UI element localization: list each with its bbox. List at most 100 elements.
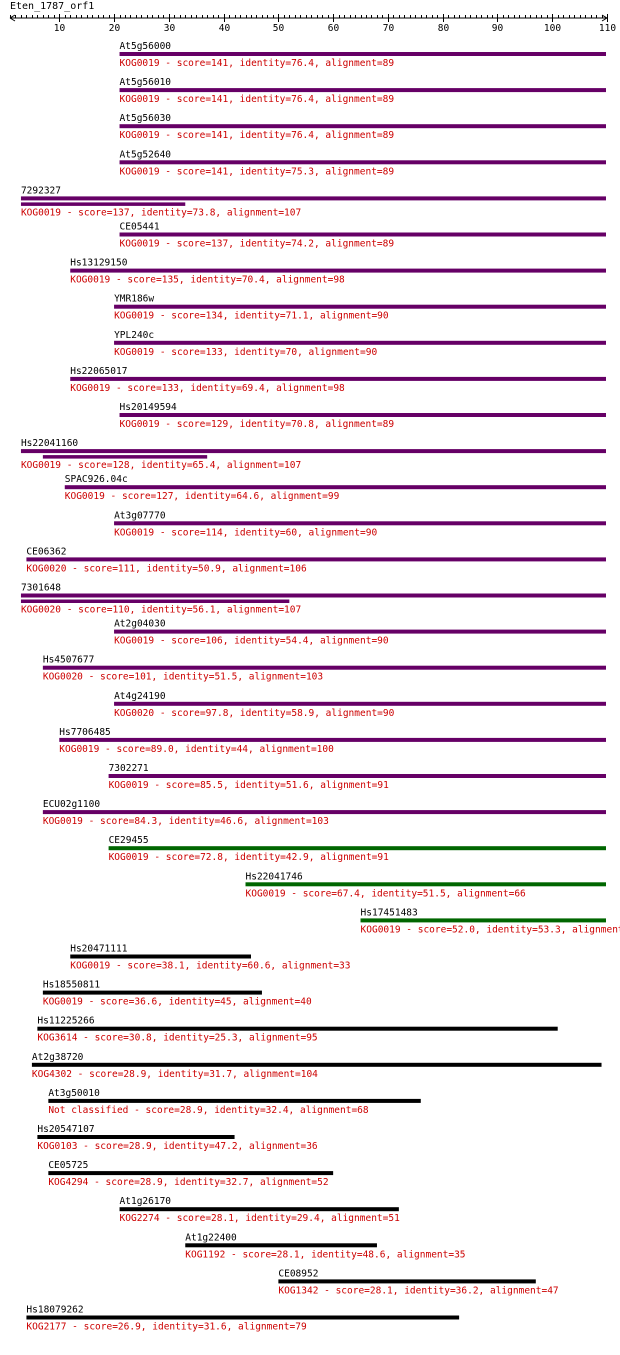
hit-bar bbox=[185, 1243, 377, 1248]
hit-annotation: KOG2274 - score=28.1, identity=29.4, ali… bbox=[120, 1213, 401, 1224]
hit-bar bbox=[108, 846, 606, 851]
hit-track: CE06362 KOG0020 - score=111, identity=50.… bbox=[26, 546, 606, 574]
axis-tick-label: 10 bbox=[54, 23, 66, 34]
hit-bar bbox=[119, 124, 606, 129]
hit-bar bbox=[42, 990, 262, 995]
axis-tick-label: 50 bbox=[273, 23, 285, 34]
hit-bar bbox=[360, 918, 606, 923]
hit-name: Hs22041160 bbox=[21, 438, 78, 449]
hit-annotation: KOG0019 - score=72.8, identity=42.9, ali… bbox=[109, 852, 390, 863]
axis-tick-label: 100 bbox=[544, 23, 561, 34]
hit-bar bbox=[70, 954, 251, 959]
hit-bar bbox=[26, 1315, 460, 1320]
hit-bar bbox=[31, 1062, 602, 1067]
hit-annotation: KOG0019 - score=36.6, identity=45, align… bbox=[43, 997, 312, 1008]
hit-annotation: KOG1342 - score=28.1, identity=36.2, ali… bbox=[278, 1285, 558, 1296]
hit-track: YPL240c KOG0019 - score=133, identity=70,… bbox=[114, 330, 607, 358]
hit-annotation: KOG0019 - score=67.4, identity=51.5, ali… bbox=[246, 888, 527, 899]
hit-track: Hs20149594 KOG0019 - score=129, identity=… bbox=[119, 402, 606, 430]
hit-name: Hs13129150 bbox=[70, 258, 127, 269]
hit-track: 7292327 KOG0019 - score=137, identity=73.… bbox=[20, 185, 607, 218]
hit-track: CE05441 KOG0019 - score=137, identity=74.… bbox=[119, 222, 606, 250]
hit-track: At5g56010 KOG0019 - score=141, identity=7… bbox=[119, 77, 606, 105]
hit-track: SPAC926.04c KOG0019 - score=127, identity… bbox=[64, 474, 607, 502]
hit-bar bbox=[114, 340, 607, 345]
hit-name: At5g56030 bbox=[120, 113, 172, 124]
hit-name: At3g50010 bbox=[48, 1088, 100, 1099]
hit-track: Hs13129150 KOG0019 - score=135, identity=… bbox=[70, 258, 607, 286]
axis-tick-label: 90 bbox=[492, 23, 504, 34]
hit-track: At4g24190 KOG0020 - score=97.8, identity=… bbox=[114, 691, 607, 719]
hit-name: At5g56010 bbox=[120, 77, 172, 88]
axis-tick-label: 80 bbox=[438, 23, 450, 34]
hit-name: At5g52640 bbox=[120, 149, 172, 160]
hit-annotation: KOG0019 - score=141, identity=76.4, alig… bbox=[120, 94, 395, 105]
hit-bar bbox=[64, 485, 607, 490]
hit-annotation: KOG0019 - score=106, identity=54.4, alig… bbox=[114, 636, 389, 647]
hit-track: Hs17451483 KOG0019 - score=52.0, identity… bbox=[360, 907, 620, 935]
hit-name: 7301648 bbox=[21, 583, 61, 594]
hit-bar bbox=[114, 701, 607, 706]
hit-track: CE08952 KOG1342 - score=28.1, identity=36… bbox=[278, 1268, 559, 1296]
hit-bar bbox=[119, 160, 606, 165]
hit-name: CE05441 bbox=[120, 222, 160, 233]
hit-name: Hs22041746 bbox=[246, 871, 303, 882]
hit-annotation: KOG0020 - score=111, identity=50.9, alig… bbox=[26, 563, 307, 574]
hit-name: 7292327 bbox=[21, 185, 61, 196]
hit-name: Hs22065017 bbox=[70, 366, 127, 377]
hit-track: At2g38720 KOG4302 - score=28.9, identity=… bbox=[31, 1052, 602, 1080]
hit-bar bbox=[278, 1279, 536, 1284]
hit-bar bbox=[245, 882, 606, 887]
hit-track: At1g22400 KOG1192 - score=28.1, identity=… bbox=[185, 1232, 466, 1260]
hit-bar bbox=[114, 629, 607, 634]
hit-track: 7301648 KOG0020 - score=110, identity=56.… bbox=[20, 583, 607, 616]
hit-annotation: KOG2177 - score=26.9, identity=31.6, ali… bbox=[26, 1322, 307, 1333]
axis-tick-label: 30 bbox=[164, 23, 176, 34]
hit-name: At4g24190 bbox=[114, 691, 166, 702]
hit-track: At1g26170 KOG2274 - score=28.1, identity=… bbox=[119, 1196, 401, 1224]
hit-track: 7302271 KOG0019 - score=85.5, identity=51… bbox=[108, 763, 606, 791]
hit-track: At5g56030 KOG0019 - score=141, identity=7… bbox=[119, 113, 606, 141]
hit-annotation: KOG0019 - score=137, identity=74.2, alig… bbox=[120, 239, 395, 250]
hit-track: At2g04030 KOG0019 - score=106, identity=5… bbox=[114, 619, 607, 647]
hit-annotation: KOG0019 - score=89.0, identity=44, align… bbox=[59, 744, 334, 755]
axis-tick-label: 20 bbox=[109, 23, 121, 34]
hit-annotation: KOG0019 - score=52.0, identity=53.3, ali… bbox=[361, 924, 620, 935]
hit-annotation: KOG0019 - score=141, identity=76.4, alig… bbox=[120, 58, 395, 69]
hit-bar bbox=[20, 593, 607, 598]
hit-bar bbox=[119, 1207, 399, 1212]
hit-track: CE05725 KOG4294 - score=28.9, identity=32… bbox=[48, 1160, 334, 1188]
hit-extra-segment bbox=[20, 202, 186, 206]
hit-name: At2g38720 bbox=[32, 1052, 84, 1063]
hit-name: Hs20149594 bbox=[120, 402, 177, 413]
hit-tracks: At5g56000 KOG0019 - score=141, identity=7… bbox=[20, 41, 620, 1333]
hit-annotation: KOG0020 - score=110, identity=56.1, alig… bbox=[21, 605, 301, 616]
hit-name: Hs11225266 bbox=[37, 1016, 94, 1027]
hit-track: YMR186w KOG0019 - score=134, identity=71.… bbox=[114, 294, 607, 322]
hit-name: At3g07770 bbox=[114, 510, 166, 521]
hit-name: 7302271 bbox=[109, 763, 149, 774]
hit-annotation: KOG0019 - score=85.5, identity=51.6, ali… bbox=[109, 780, 390, 791]
hit-annotation: KOG0019 - score=84.3, identity=46.6, ali… bbox=[43, 816, 329, 827]
axis-tick-label: 110 bbox=[599, 23, 616, 34]
hit-annotation: KOG4302 - score=28.9, identity=31.7, ali… bbox=[32, 1069, 318, 1080]
hit-bar bbox=[48, 1098, 421, 1103]
hit-track: At3g07770 KOG0019 - score=114, identity=6… bbox=[114, 510, 607, 538]
hit-annotation: KOG0020 - score=101, identity=51.5, alig… bbox=[43, 672, 323, 683]
hit-bar bbox=[37, 1135, 235, 1139]
hit-name: CE08952 bbox=[278, 1268, 318, 1279]
hit-annotation: KOG0019 - score=129, identity=70.8, alig… bbox=[120, 419, 395, 430]
hit-track: Hs4507677 KOG0020 - score=101, identity=5… bbox=[42, 655, 607, 683]
hit-name: CE29455 bbox=[109, 835, 149, 846]
hit-track: Hs20547107 KOG0103 - score=28.9, identity… bbox=[37, 1124, 318, 1152]
axis-tick-label: 70 bbox=[383, 23, 395, 34]
hit-annotation: KOG0019 - score=141, identity=75.3, alig… bbox=[120, 166, 395, 177]
hit-name: At1g22400 bbox=[185, 1232, 237, 1243]
hit-track: Hs7706485 KOG0019 - score=89.0, identity=… bbox=[59, 727, 606, 755]
hit-name: ECU02g1100 bbox=[43, 799, 100, 810]
hit-bar bbox=[48, 1171, 334, 1176]
hit-track: At5g56000 KOG0019 - score=141, identity=7… bbox=[119, 41, 606, 69]
hit-annotation: KOG0019 - score=141, identity=76.4, alig… bbox=[120, 130, 395, 141]
hit-extra-segment bbox=[20, 599, 290, 603]
